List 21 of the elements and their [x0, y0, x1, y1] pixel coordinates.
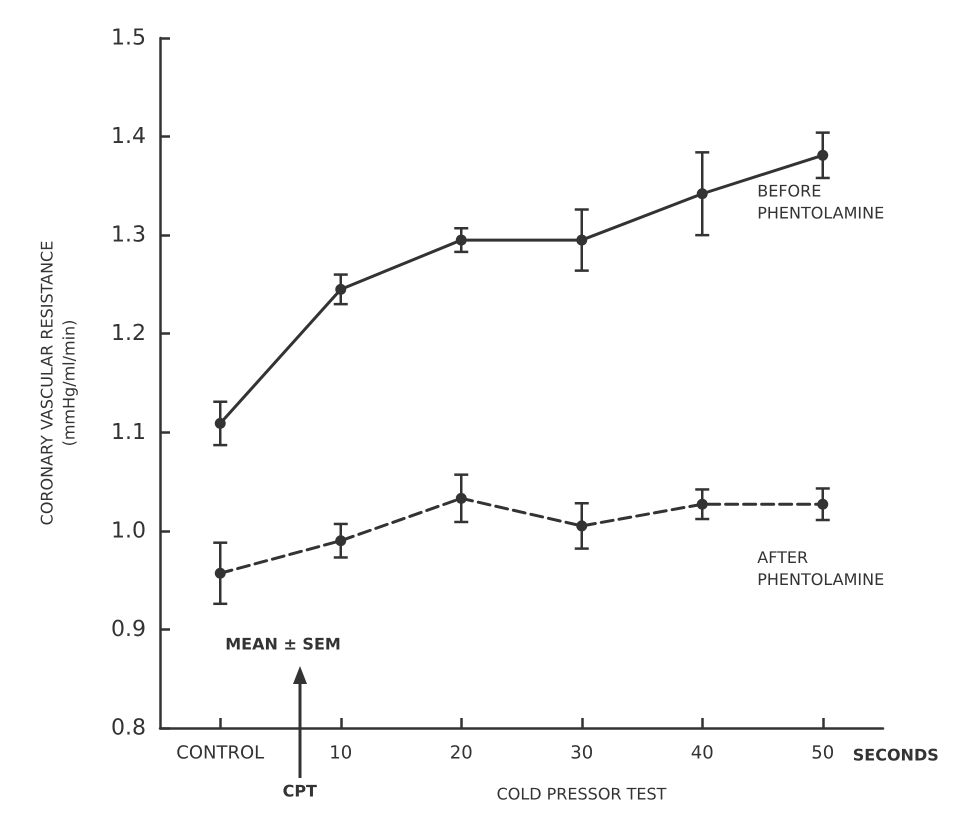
x-tick-label: CONTROL — [176, 742, 264, 764]
y-tick-label: 1.3 — [111, 222, 146, 248]
y-tick-label: 1.2 — [111, 321, 146, 346]
y-tick-label: 0.8 — [111, 716, 146, 740]
x-tick-label: 20 — [450, 742, 473, 764]
y-tick-label: 1.1 — [111, 420, 146, 445]
x-tick-label: 10 — [329, 742, 352, 764]
x-tick-label: 40 — [690, 742, 714, 764]
series-label: BEFORE PHENTOLAMINE — [757, 181, 884, 222]
text: AFTER PHENTOLAMINE — [757, 548, 884, 590]
y-axis-title: CORONARY VASCULAR RESISTANCE (mmHg/ml/min) — [38, 240, 78, 526]
x-tick-label: 50 — [811, 742, 834, 764]
x-axis-title: COLD PRESSOR TEST — [496, 784, 667, 804]
annotation: MEAN ± SEM — [225, 634, 341, 654]
y-tick-label: 1.4 — [111, 124, 146, 150]
y-tick-label: 1.5 — [111, 26, 146, 50]
y-tick-label: 1.0 — [111, 518, 146, 544]
text: SECONDS — [852, 746, 939, 764]
y-tick-label: 0.9 — [111, 616, 146, 642]
text: CPT — [282, 782, 318, 800]
x-tick-label: 30 — [570, 742, 594, 764]
